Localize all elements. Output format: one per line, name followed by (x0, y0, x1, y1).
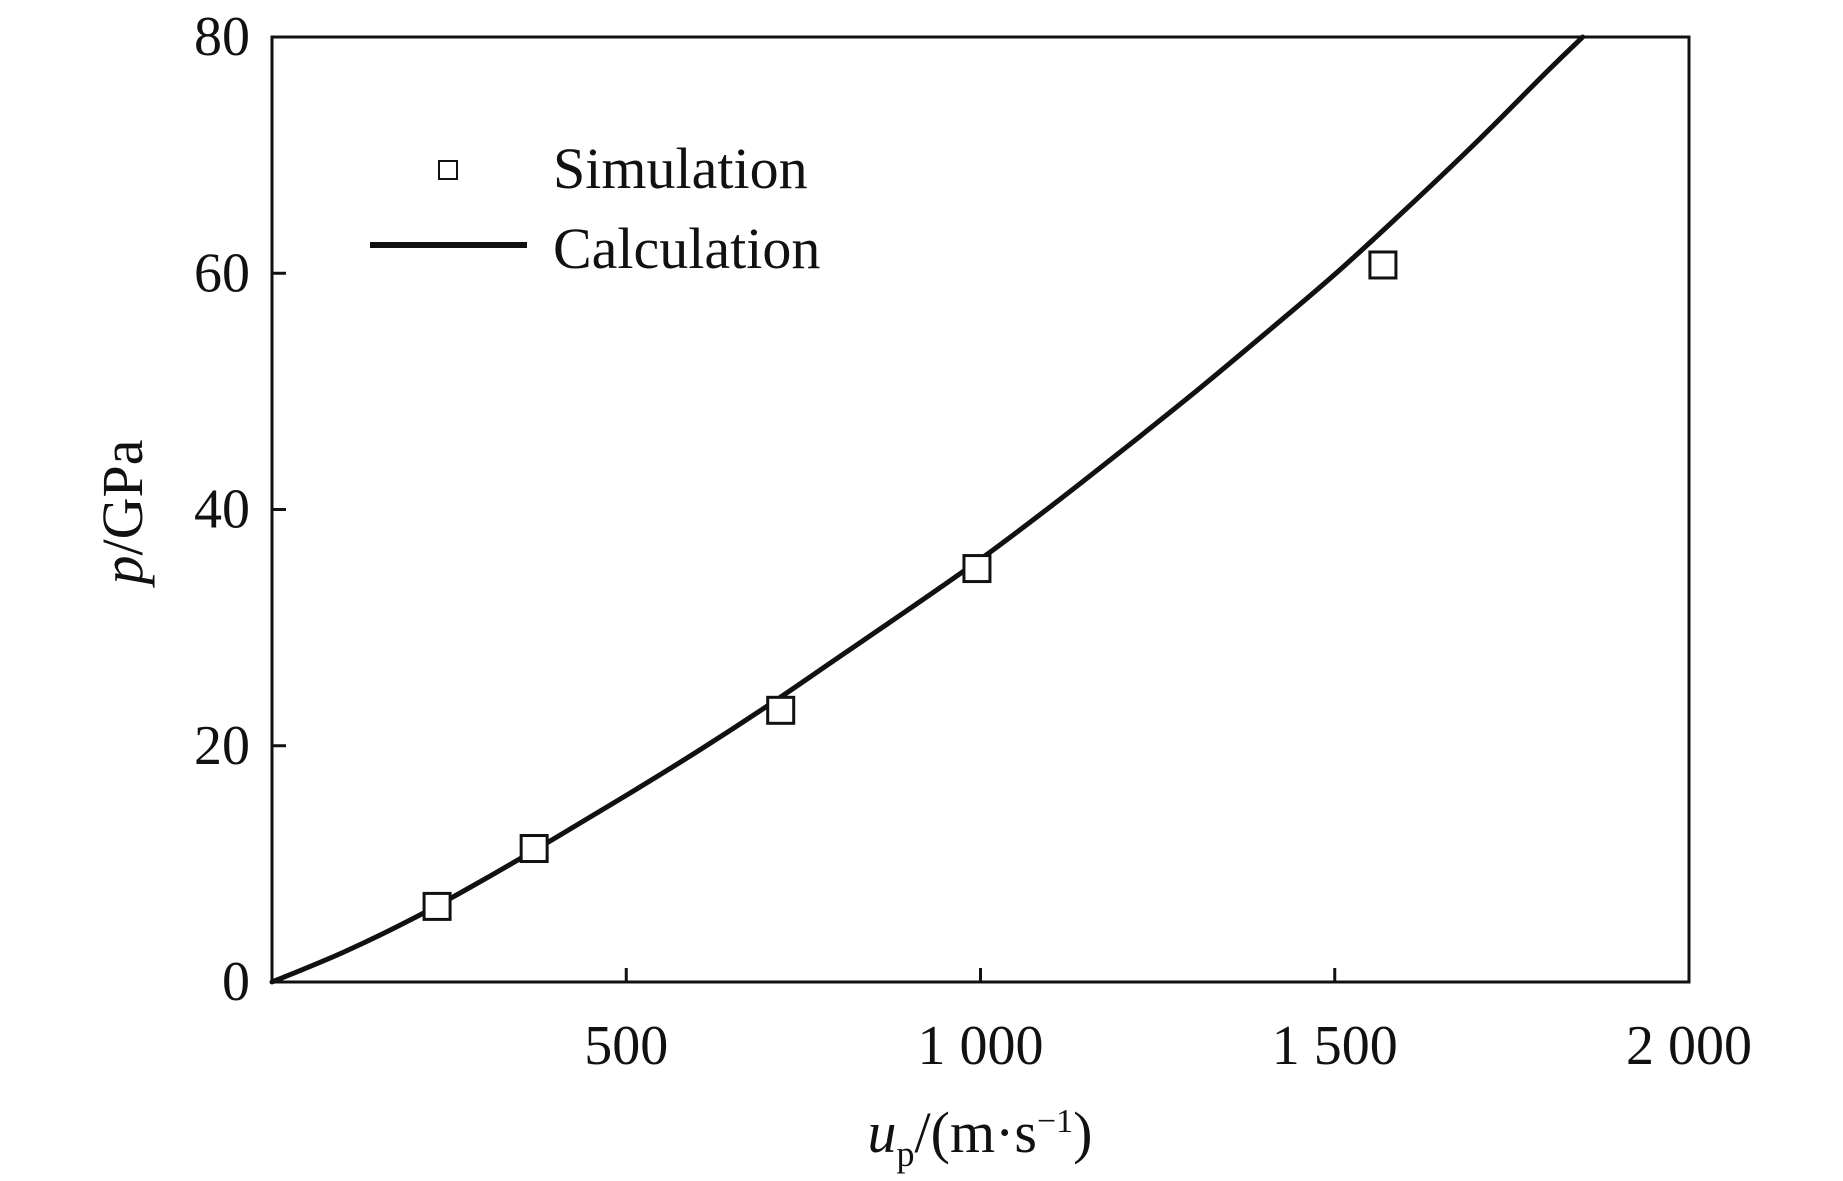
x-axis-title: up/(m·s−1) (868, 1100, 1093, 1174)
legend: Simulation Calculation (370, 136, 820, 281)
x-tick-label: 500 (584, 1015, 668, 1077)
y-axis-ticks: 0 20 40 60 80 (194, 6, 286, 1013)
y-tick-label: 20 (194, 715, 250, 777)
y-tick-label: 80 (194, 6, 250, 68)
simulation-point (766, 695, 796, 725)
y-axis-title-units: /GPa (90, 440, 155, 556)
x-axis-title-var: u (868, 1100, 897, 1165)
y-axis-title-var: p (90, 556, 155, 589)
simulation-markers (422, 250, 1398, 921)
x-tick-label: 1 500 (1272, 1015, 1398, 1077)
simulation-point (519, 834, 549, 864)
x-tick-label: 2 000 (1626, 1015, 1752, 1077)
plot-frame (270, 35, 1691, 984)
legend-label-simulation: Simulation (553, 136, 808, 201)
y-tick-label: 60 (194, 242, 250, 304)
x-axis-title-close: ) (1073, 1100, 1092, 1165)
x-tick-label: 1 000 (918, 1015, 1044, 1077)
legend-label-calculation: Calculation (553, 216, 820, 281)
x-axis-title-exponent: −1 (1037, 1103, 1073, 1140)
x-axis-title-subscript: p (897, 1134, 915, 1174)
y-axis-title: p/GPa (90, 440, 155, 589)
x-axis-title-units: /(m·s (915, 1100, 1037, 1165)
calculation-line (269, 34, 1586, 985)
simulation-point (1368, 250, 1398, 280)
y-tick-label: 40 (194, 479, 250, 541)
simulation-point (962, 554, 992, 584)
simulation-point (422, 891, 452, 921)
x-axis-ticks: 500 1 000 1 500 2 000 (584, 968, 1752, 1077)
legend-marker-simulation (438, 160, 458, 180)
y-tick-label: 0 (222, 951, 250, 1013)
